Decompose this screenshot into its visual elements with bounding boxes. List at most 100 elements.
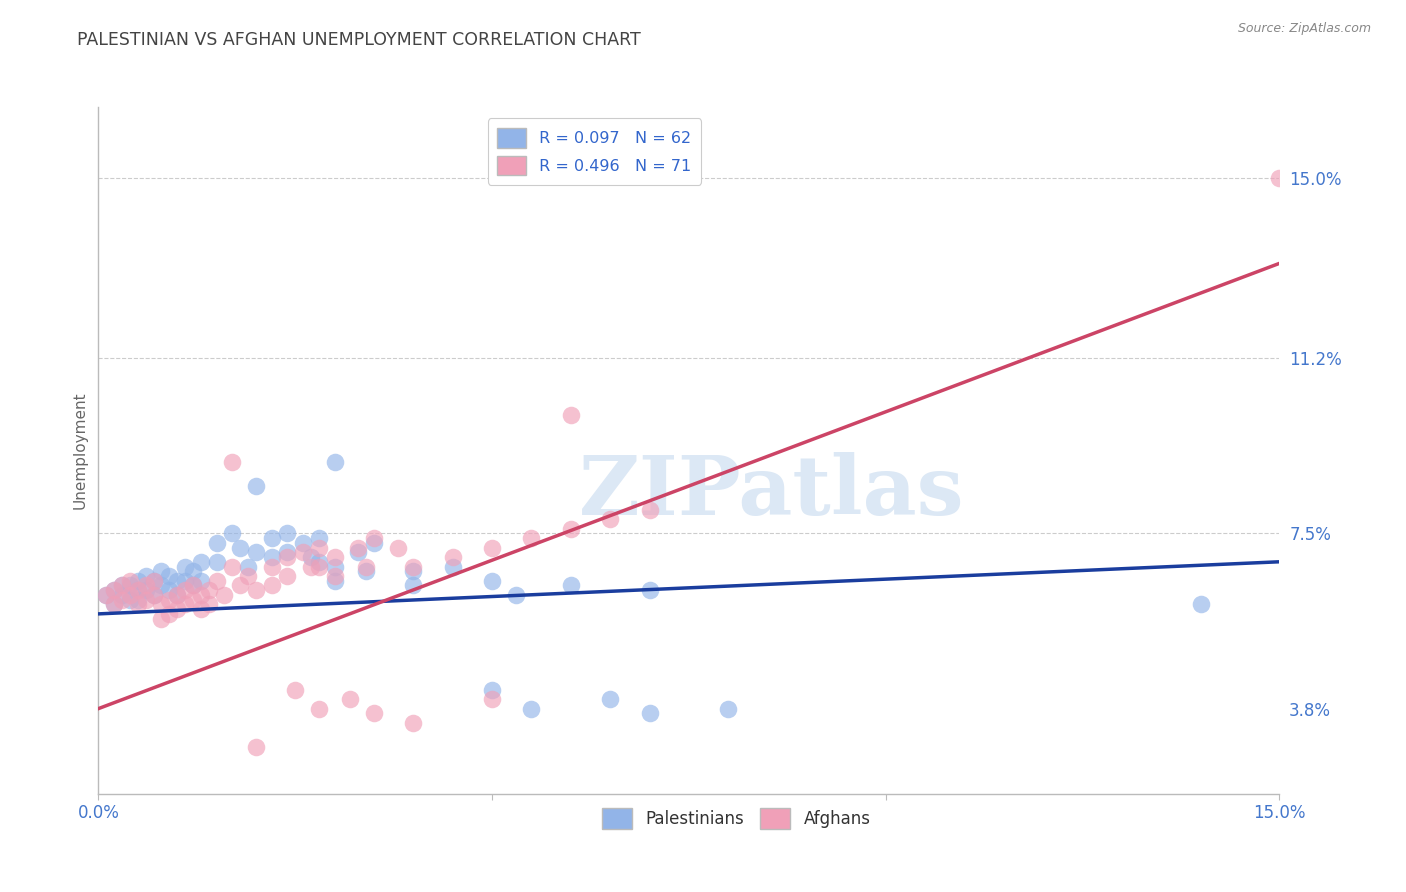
Point (638, 583, 661, 598)
Point (245, 739, 267, 754)
Point (221, 559, 243, 574)
Point (96, 588, 118, 602)
Point (127, 592, 149, 607)
Point (181, 578, 204, 592)
Point (127, 583, 149, 598)
Point (363, 531, 385, 545)
Point (214, 588, 236, 602)
Point (481, 574, 503, 588)
Point (236, 559, 259, 574)
Point (599, 692, 621, 706)
Point (118, 574, 141, 588)
Point (157, 607, 180, 621)
Point (190, 602, 212, 616)
Point (276, 549, 298, 564)
Point (150, 598, 173, 612)
Point (292, 545, 315, 559)
Point (363, 706, 385, 721)
Point (481, 682, 503, 697)
Point (560, 578, 582, 592)
Point (441, 549, 464, 564)
Point (245, 479, 267, 493)
Point (323, 569, 346, 583)
Point (157, 592, 180, 607)
Point (190, 574, 212, 588)
Point (174, 583, 197, 598)
Point (205, 555, 228, 569)
Point (354, 559, 377, 574)
Point (560, 408, 582, 422)
Point (205, 574, 228, 588)
Point (276, 569, 298, 583)
Point (103, 583, 125, 598)
Point (142, 588, 165, 602)
Point (127, 583, 149, 598)
Point (260, 578, 283, 592)
Point (347, 541, 370, 555)
Point (118, 588, 141, 602)
Point (221, 526, 243, 541)
Point (560, 522, 582, 536)
Point (181, 564, 204, 578)
Point (135, 583, 157, 598)
Point (260, 531, 283, 545)
Point (245, 545, 267, 559)
Point (260, 559, 283, 574)
Point (481, 541, 503, 555)
Point (166, 588, 188, 602)
Point (197, 583, 219, 598)
Point (229, 541, 252, 555)
Point (111, 592, 134, 607)
Point (150, 612, 173, 626)
Point (118, 592, 141, 607)
Legend: Palestinians, Afghans: Palestinians, Afghans (593, 800, 879, 837)
Text: ZIPatlas: ZIPatlas (579, 451, 965, 532)
Point (339, 692, 361, 706)
Point (717, 701, 740, 715)
Point (323, 559, 346, 574)
Point (323, 455, 346, 469)
Point (135, 578, 157, 592)
Point (103, 583, 125, 598)
Point (111, 578, 134, 592)
Point (174, 598, 197, 612)
Point (308, 559, 330, 574)
Point (118, 578, 141, 592)
Point (221, 455, 243, 469)
Point (520, 531, 543, 545)
Point (308, 531, 330, 545)
Point (142, 574, 165, 588)
Point (181, 578, 204, 592)
Point (276, 526, 298, 541)
Point (323, 574, 346, 588)
Point (135, 569, 157, 583)
Point (1268, 171, 1291, 186)
Point (150, 564, 173, 578)
Text: PALESTINIAN VS AFGHAN UNEMPLOYMENT CORRELATION CHART: PALESTINIAN VS AFGHAN UNEMPLOYMENT CORRE… (77, 31, 641, 49)
Point (127, 574, 149, 588)
Point (96, 588, 118, 602)
Point (135, 592, 157, 607)
Point (150, 578, 173, 592)
Point (284, 682, 307, 697)
Point (127, 598, 149, 612)
Point (354, 564, 377, 578)
Point (190, 588, 212, 602)
Point (481, 692, 503, 706)
Point (190, 555, 212, 569)
Point (174, 559, 197, 574)
Point (111, 578, 134, 592)
Point (308, 541, 330, 555)
Point (402, 715, 425, 730)
Point (505, 588, 527, 602)
Point (599, 512, 621, 526)
Point (111, 588, 134, 602)
Point (157, 569, 180, 583)
Point (323, 549, 346, 564)
Point (402, 564, 425, 578)
Point (157, 583, 180, 598)
Point (103, 598, 125, 612)
Point (402, 559, 425, 574)
Point (245, 583, 267, 598)
Point (142, 574, 165, 588)
